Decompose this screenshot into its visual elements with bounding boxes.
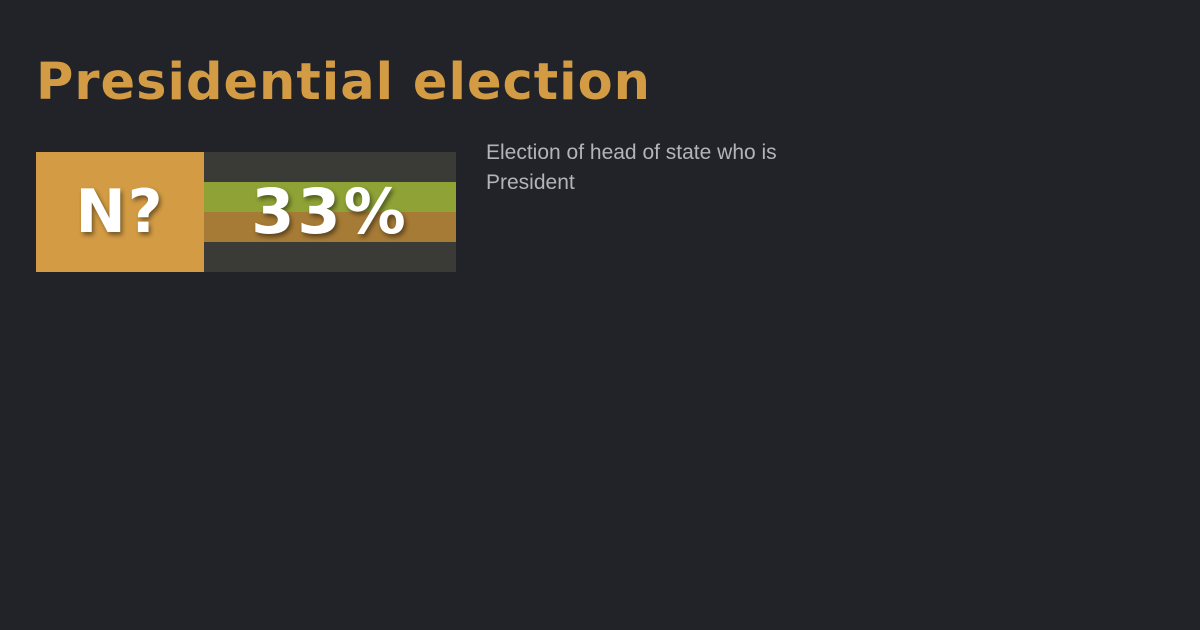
page-description: Election of head of state who is Preside…: [486, 141, 777, 194]
score-card: N? 33%: [36, 152, 456, 272]
score-bar-lower-band: [204, 212, 456, 242]
score-label: N?: [75, 177, 165, 247]
score-bar: 33%: [204, 152, 456, 272]
page-title: Presidential election: [36, 53, 651, 112]
score-label-box: N?: [36, 152, 204, 272]
score-percent: 33%: [251, 175, 409, 248]
score-bar-upper-band: [204, 182, 456, 212]
